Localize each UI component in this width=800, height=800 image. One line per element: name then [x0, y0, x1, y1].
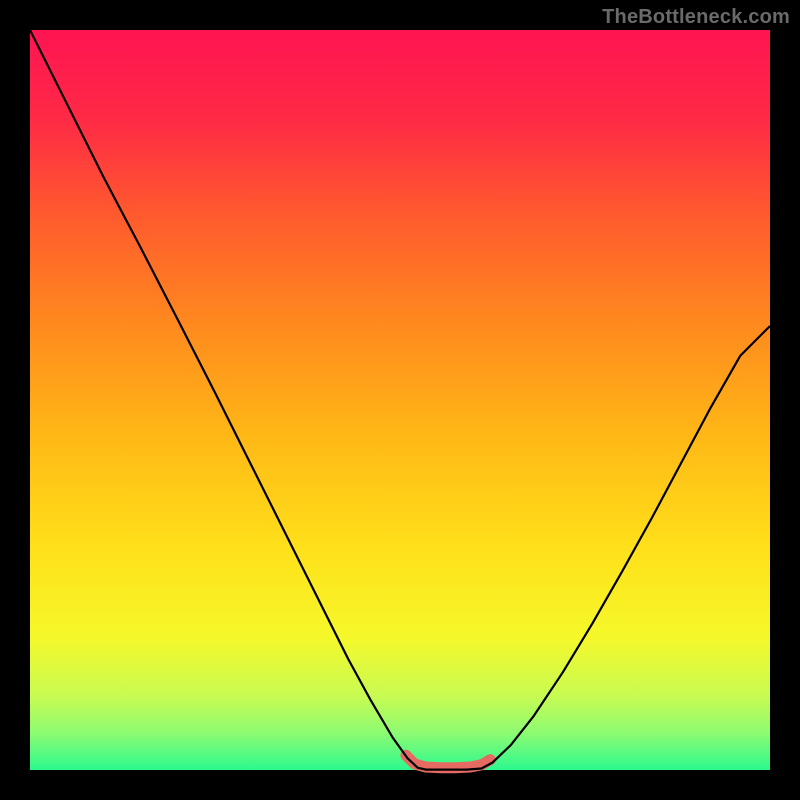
watermark-text: TheBottleneck.com: [602, 6, 790, 29]
bottleneck-chart: [0, 0, 800, 800]
chart-container: { "meta": { "watermark_text": "TheBottle…: [0, 0, 800, 800]
plot-background: [30, 30, 770, 770]
